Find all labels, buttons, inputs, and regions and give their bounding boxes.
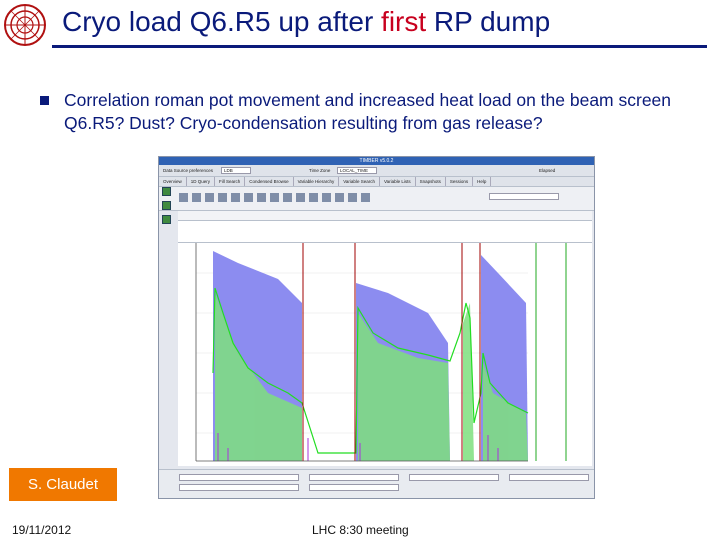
title-part-1: Cryo load Q6.R5 up after xyxy=(62,6,382,37)
heat-load-plot xyxy=(178,243,592,466)
status-field-4 xyxy=(309,484,399,491)
tab-help[interactable]: Help xyxy=(473,177,492,186)
author-badge: S. Claudet xyxy=(9,468,117,501)
tab-variable-search[interactable]: Variable Search xyxy=(339,177,380,186)
green-markers xyxy=(535,243,567,461)
screenshot-toolbar: Data Source preferences LDB Time Zone LO… xyxy=(159,165,594,177)
side-button-1-icon[interactable] xyxy=(162,187,171,196)
purple-series-spikes xyxy=(217,433,499,461)
bullet-text: Correlation roman pot movement and incre… xyxy=(64,90,672,133)
screenshot-status-panel xyxy=(159,469,594,498)
green-series-fill xyxy=(215,293,528,461)
toolbar-icons[interactable] xyxy=(179,191,429,207)
toolbar-dropdown[interactable] xyxy=(489,193,559,200)
bullet-square-icon xyxy=(40,96,49,105)
footer-meeting: LHC 8:30 meeting xyxy=(312,523,409,537)
tab-snapshots[interactable]: Snapshots xyxy=(416,177,446,186)
status-field-3 xyxy=(309,474,399,481)
tab-variable-lists[interactable]: Variable Lists xyxy=(380,177,416,186)
red-markers xyxy=(302,243,481,461)
toolbar-field-3[interactable]: LOCAL_TIME xyxy=(337,167,377,174)
status-field-1 xyxy=(179,474,299,481)
cern-logo-icon xyxy=(4,4,46,46)
tab-1d-query[interactable]: 1D Query xyxy=(187,177,216,186)
toolbar-field-0: Data Source preferences xyxy=(163,168,214,173)
tab-condensed-browse[interactable]: Condensed Browse xyxy=(245,177,294,186)
green-series-line xyxy=(212,287,529,454)
tab-fill-search[interactable]: Fill Search xyxy=(215,177,246,186)
status-field-6 xyxy=(509,474,589,481)
toolbar-field-2: Time Zone xyxy=(309,168,331,173)
title-underline xyxy=(52,45,707,48)
screenshot-window-title: TIMBER v5.0.2 xyxy=(159,157,594,165)
toolbar-field-1[interactable]: LDB xyxy=(221,167,251,174)
timber-screenshot: TIMBER v5.0.2 Data Source preferences LD… xyxy=(158,156,595,499)
tab-overview[interactable]: Overview xyxy=(159,177,187,186)
toolbar-field-4: Elapsed xyxy=(539,168,556,173)
side-button-3-icon[interactable] xyxy=(162,215,171,224)
screenshot-tabbar: Overview 1D Query Fill Search Condensed Bro… xyxy=(159,177,594,187)
tab-sessions[interactable]: Sessions xyxy=(446,177,474,186)
screenshot-icon-toolbar xyxy=(159,187,594,211)
tab-variable-hierarchy[interactable]: Variable Hierarchy xyxy=(294,177,340,186)
side-button-2-icon[interactable] xyxy=(162,201,171,210)
status-field-2 xyxy=(179,484,299,491)
chart-legend-strip xyxy=(178,221,592,243)
footer-date: 19/11/2012 xyxy=(12,523,72,537)
title-part-2: RP dump xyxy=(426,6,551,37)
slide-title: Cryo load Q6.R5 up after first RP dump xyxy=(62,6,550,38)
chart-info-strip xyxy=(178,211,592,221)
title-highlight: first xyxy=(381,6,427,37)
status-field-5 xyxy=(409,474,499,481)
